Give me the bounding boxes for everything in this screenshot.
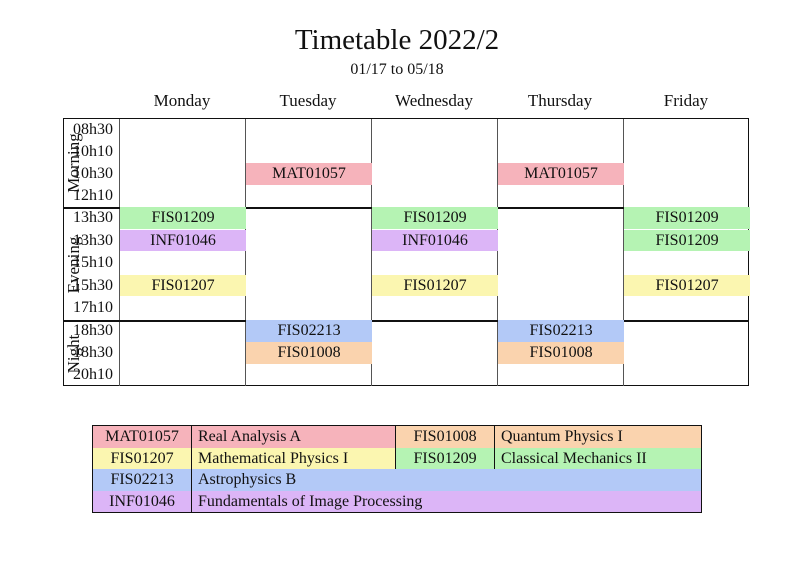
column-divider [119,119,120,207]
class-slot: FIS01008 [246,342,372,364]
column-divider [497,322,498,386]
column-divider [497,209,498,320]
legend-name: Astrophysics B [191,469,701,491]
class-slot: MAT01057 [498,163,624,185]
column-divider [245,322,246,386]
legend-code: MAT01057 [93,426,191,448]
class-slot: MAT01057 [246,163,372,185]
legend-code: FIS01008 [396,426,494,448]
class-slot: FIS01209 [372,207,498,229]
legend-name: Quantum Physics I [494,426,701,448]
time-label: 20h10 [73,366,113,383]
class-slot: FIS01209 [120,207,246,229]
day-header-wednesday: Wednesday [395,91,473,110]
legend-code: FIS01207 [93,447,191,469]
day-header-tuesday: Tuesday [279,91,337,110]
date-range: 01/17 to 05/18 [350,61,444,78]
class-slot: FIS01207 [120,274,246,296]
column-divider [119,322,120,386]
legend-code: FIS02213 [93,469,191,491]
section-evening: Evening 13h30 13h30 15h10 15h30 17h10 FIS01209… [64,207,750,320]
time-label: 15h30 [73,276,113,294]
column-divider [497,119,498,207]
time-label: 13h30 [73,231,113,249]
column-divider [245,119,246,207]
class-slot: FIS01207 [624,274,750,296]
class-slot: FIS01209 [624,207,750,229]
column-divider [245,209,246,320]
time-label: 10h10 [73,143,113,160]
time-label: 17h10 [73,299,113,316]
legend-name: Real Analysis A [191,426,396,448]
class-slot: FIS01209 [624,229,750,251]
time-label: 18h30 [73,322,113,339]
time-label: 12h10 [73,187,113,204]
day-header-thursday: Thursday [527,91,593,110]
section-morning: Morning 08h30 10h10 10h30 12h10 MAT01057 MAT01… [64,119,748,207]
timetable-grid: Morning 08h30 10h10 10h30 12h10 MAT01057 MAT01… [63,118,750,386]
time-label: 08h30 [73,121,113,138]
column-divider [371,209,372,320]
section-night: Night 18h30 18h30 20h10 FIS02213 FIS01008 FIS0… [64,320,748,386]
time-label: 18h30 [73,344,113,361]
time-label: 10h30 [73,165,113,182]
day-header-friday: Friday [663,91,709,110]
column-divider [119,209,120,320]
column-divider [623,209,624,320]
class-slot: FIS01207 [372,274,498,296]
time-label: 15h10 [73,254,113,271]
time-label: 13h30 [73,209,113,226]
legend-name: Classical Mechanics II [494,447,701,469]
class-slot: FIS02213 [246,320,372,342]
class-slot: FIS01008 [498,342,624,364]
legend-name: Mathematical Physics I [191,447,396,469]
legend-code: FIS01209 [396,447,494,469]
class-slot: INF01046 [120,229,246,251]
page-title: Timetable 2022/2 [294,24,500,56]
class-slot: FIS02213 [498,320,624,342]
legend-code: INF01046 [93,490,191,512]
course-legend: MAT01057 Real Analysis A FIS01008 Quantum P… [92,425,702,513]
legend-name: Fundamentals of Image Processing [191,490,701,512]
class-slot: INF01046 [372,229,498,251]
day-header-monday: Monday [153,91,211,110]
